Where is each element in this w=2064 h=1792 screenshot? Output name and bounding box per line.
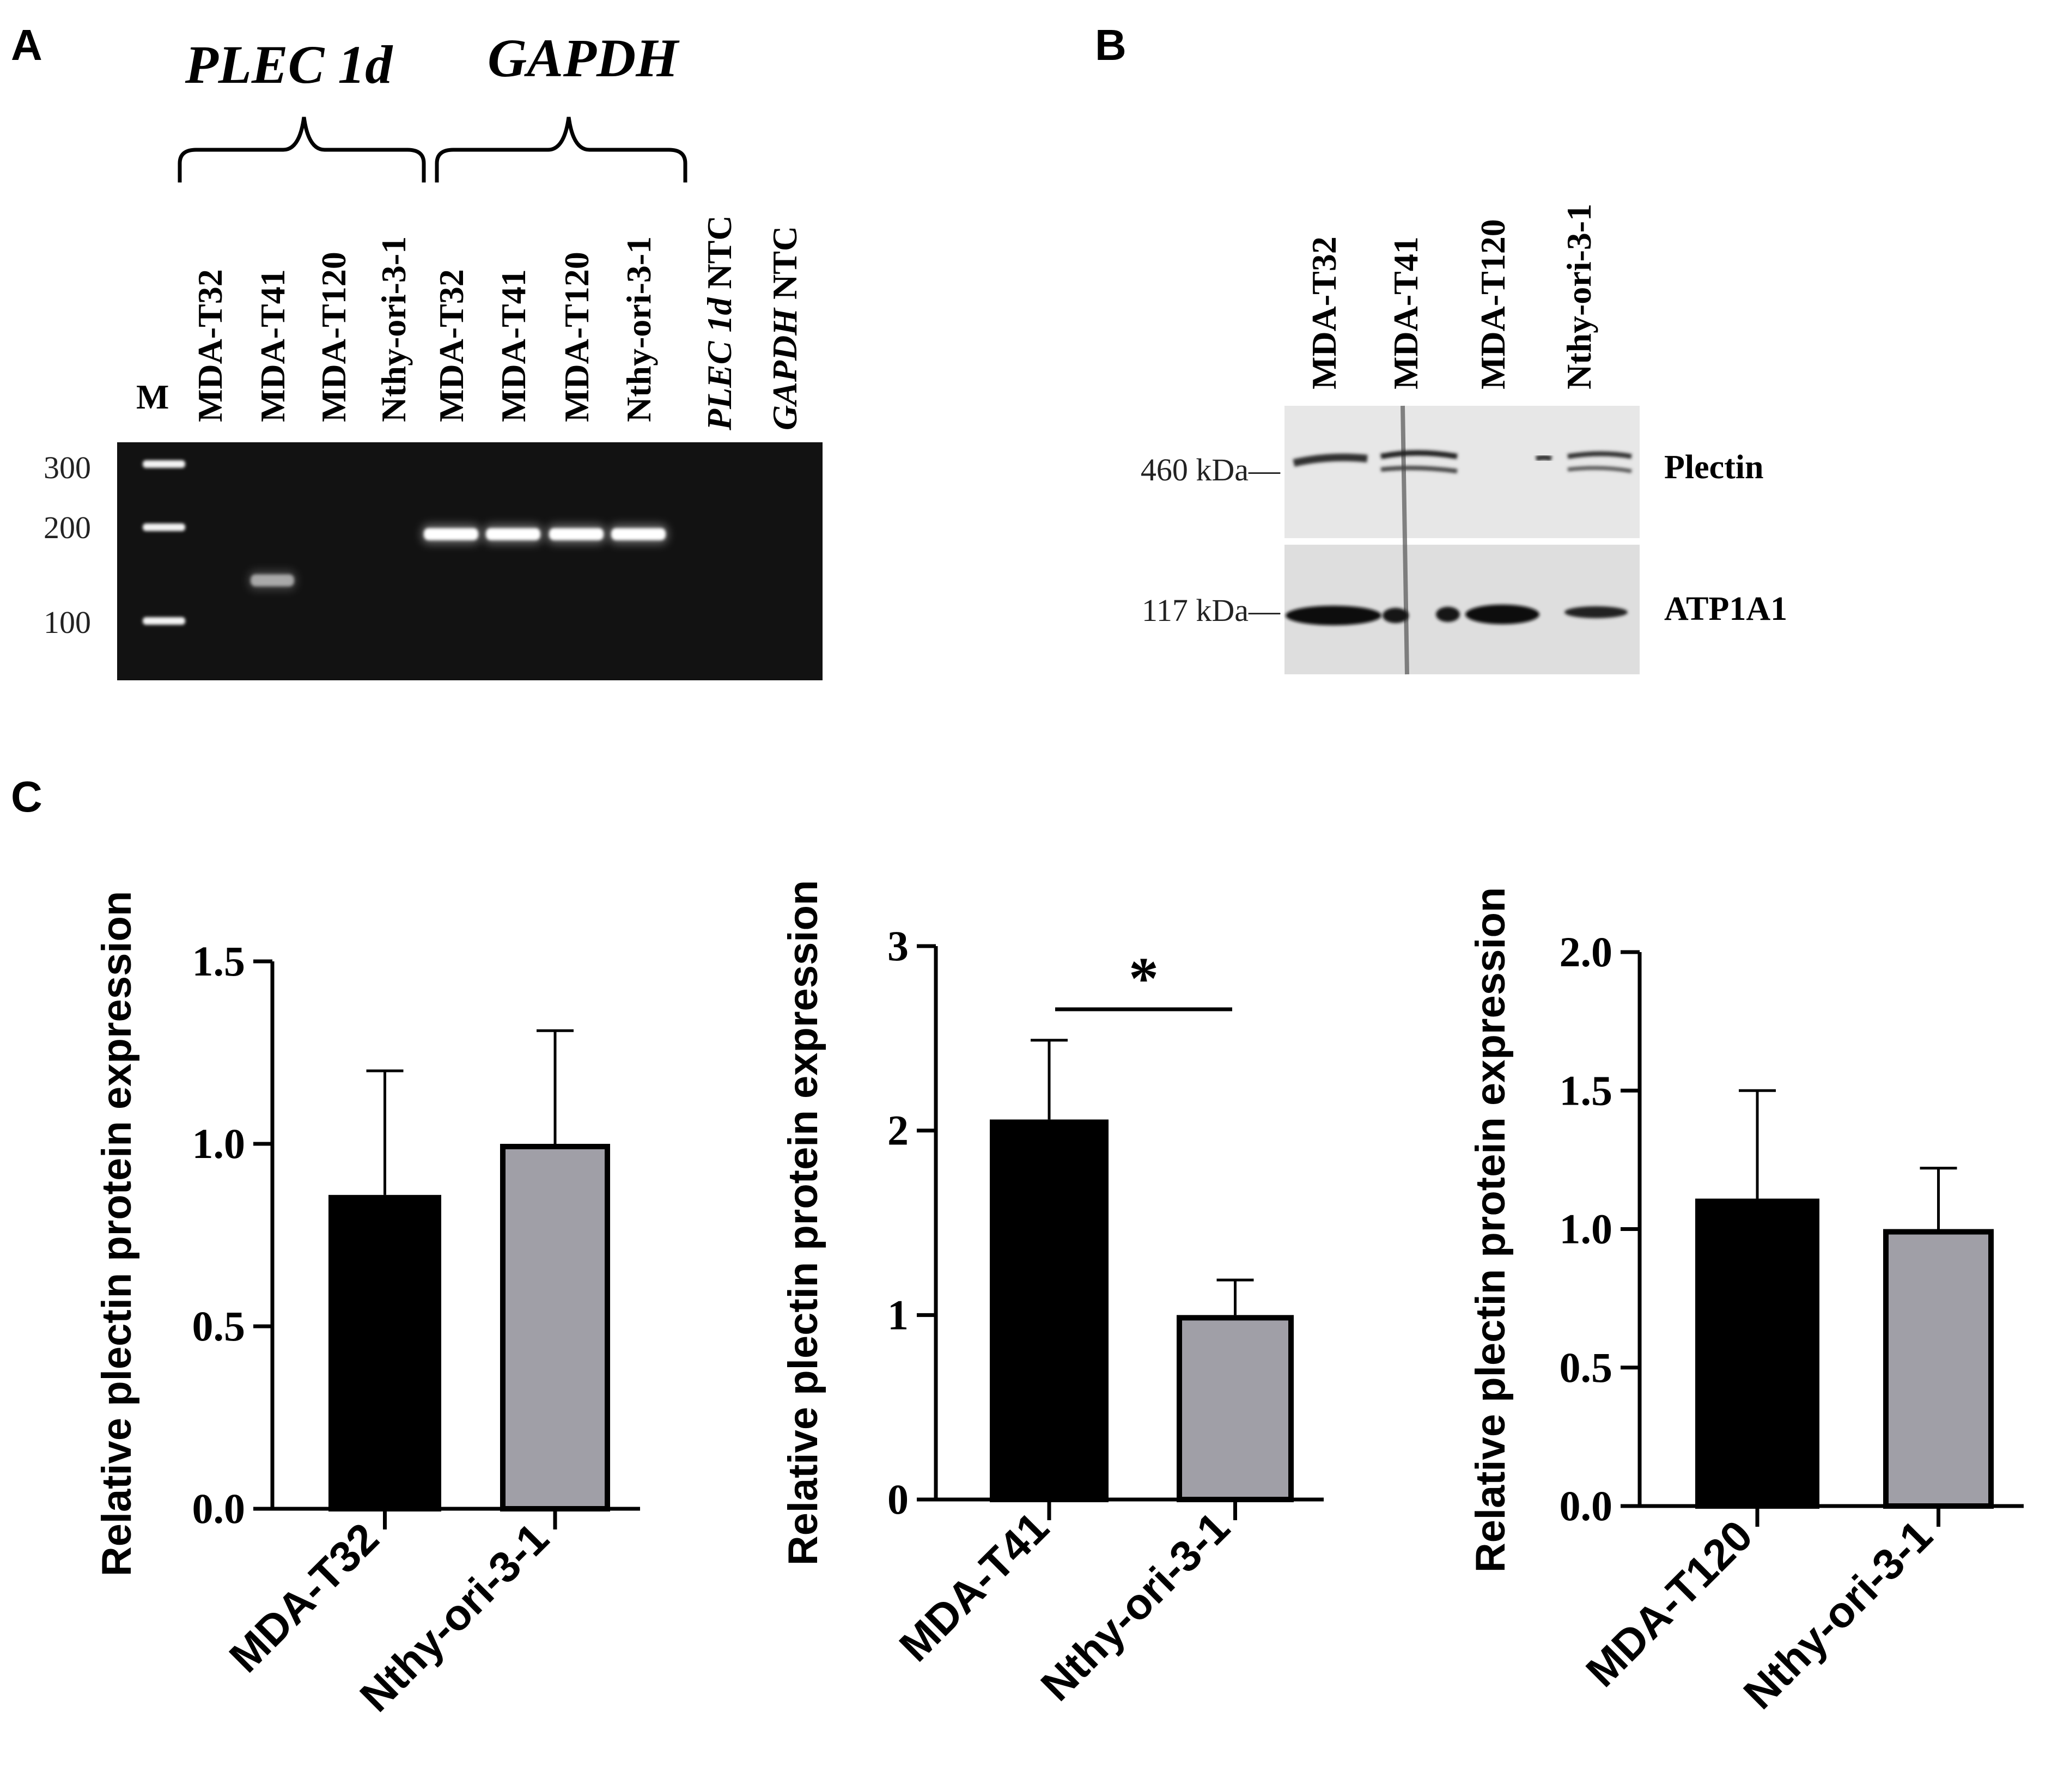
ladder-band <box>143 523 185 531</box>
blot-scratch <box>1401 405 1409 675</box>
plectin-band <box>1567 451 1632 459</box>
y-tick-label: 1.0 <box>192 1120 246 1167</box>
gel-band <box>611 528 666 540</box>
marker-label-100: 100 <box>44 605 91 640</box>
protein-label-atp1a1: ATP1A1 <box>1664 590 1787 627</box>
brace-gapdh <box>435 117 687 182</box>
panel-letter-c: C <box>11 772 42 821</box>
gel-ntc-label: GAPDH NTC <box>765 226 804 430</box>
plectin-band <box>1380 450 1458 459</box>
bar-chart-mda-t32: 0.0 0.5 1.0 1.5 Relative plectin protein exp… <box>94 891 640 1721</box>
category-label: MDA-T120 <box>1576 1511 1762 1696</box>
bar <box>328 1194 441 1512</box>
gel-lane-label: MDA-T120 <box>557 252 596 422</box>
blot-lane-label: Nthy-ori-3-1 <box>1560 204 1598 389</box>
atp1a1-band <box>1383 608 1409 623</box>
gel-lane-labels: MDA-T32 MDA-T41 MDA-T120 Nthy-ori-3-1 MDA-T3… <box>191 215 804 431</box>
y-tick-label: 0.0 <box>192 1485 246 1532</box>
y-tick-label: 0 <box>887 1476 909 1523</box>
y-tick-label: 0.5 <box>192 1302 246 1350</box>
plectin-band <box>1293 453 1368 467</box>
bar <box>1883 1229 1994 1509</box>
bar <box>500 1144 610 1511</box>
significance-marker: * <box>1129 945 1159 1011</box>
gel-marker-labels: 300 200 100 <box>44 450 91 640</box>
gel-band <box>424 528 478 540</box>
kda-label-atp1a1: 117 kDa— <box>1142 593 1281 628</box>
y-tick-label: 1 <box>887 1291 909 1338</box>
marker-label-300: 300 <box>44 450 91 485</box>
category-label: Nthy-ori-3-1 <box>1734 1511 1941 1718</box>
y-tick-label: 0.0 <box>1560 1482 1613 1529</box>
atp1a1-band <box>1286 606 1381 625</box>
atp1a1-band <box>1465 605 1539 624</box>
gel-lane-label: Nthy-ori-3-1 <box>619 236 658 422</box>
plectin-band <box>1535 455 1552 461</box>
gene-label-plec: PLEC 1d <box>185 34 394 95</box>
bar <box>990 1119 1109 1502</box>
atp1a1-band <box>1564 606 1628 618</box>
blot-lane-label: MDA-T41 <box>1386 236 1425 389</box>
y-tick-label: 0.5 <box>1560 1344 1613 1391</box>
gel-band <box>486 528 540 540</box>
plectin-bands <box>1293 450 1632 473</box>
panel-letter-a: A <box>11 21 42 69</box>
category-label: MDA-T41 <box>890 1503 1058 1671</box>
panel-a: A PLEC 1d GAPDH MDA-T32 MDA-T41 MDA-T120 Nt… <box>11 21 823 680</box>
y-tick-label: 1.5 <box>192 937 246 985</box>
category-label: MDA-T32 <box>220 1514 388 1681</box>
bar-chart-mda-t120: 0.0 0.5 1.0 1.5 2.0 Relative plectin protein … <box>1468 887 2024 1718</box>
blot-lane-label: MDA-T120 <box>1474 219 1512 389</box>
protein-label-plectin: Plectin <box>1664 449 1764 486</box>
brace-plec <box>178 117 426 182</box>
gel-lane-label: MDA-T120 <box>314 252 353 422</box>
kda-label-plectin: 460 kDa— <box>1141 452 1281 487</box>
y-axis-title: Relative plectin protein expression <box>1468 887 1514 1573</box>
plectin-band <box>1567 466 1632 473</box>
y-tick-label: 2.0 <box>1560 928 1613 976</box>
blot-lane-label: MDA-T32 <box>1305 236 1343 389</box>
gel-lane-label: MDA-T32 <box>191 269 229 422</box>
category-label: Nthy-ori-3-1 <box>1032 1503 1239 1710</box>
bar <box>1177 1315 1294 1502</box>
y-tick-label: 3 <box>887 922 909 970</box>
y-tick-label: 1.0 <box>1560 1205 1613 1253</box>
gel-ntc-label: PLEC 1d NTC <box>700 215 739 431</box>
marker-label-200: 200 <box>44 510 91 545</box>
plectin-band <box>1380 466 1458 473</box>
y-axis-title: Relative plectin protein expression <box>94 891 140 1577</box>
blot-lane-labels: MDA-T32 MDA-T41 MDA-T120 Nthy-ori-3-1 <box>1305 204 1598 389</box>
gel-lane-label: MDA-T32 <box>432 269 471 422</box>
gel-bands <box>248 524 668 590</box>
atp1a1-band <box>1436 607 1460 622</box>
gel-lane-label: MDA-T41 <box>494 269 533 422</box>
gel-image <box>117 442 823 680</box>
panel-b: B MDA-T32 MDA-T41 MDA-T120 Nthy-ori-3-1 460… <box>1095 21 1787 675</box>
ladder-band <box>143 617 185 625</box>
bar <box>1695 1198 1819 1509</box>
y-tick-label: 2 <box>887 1107 909 1154</box>
ladder-band <box>143 460 185 468</box>
blot-plectin-strip <box>1284 406 1640 538</box>
gel-band <box>251 574 294 587</box>
gel-ladder <box>143 460 185 625</box>
gel-band <box>549 528 604 540</box>
panel-c: C 0.0 0.5 1.0 1.5 Relative plectin protein e… <box>11 772 2024 1721</box>
gel-lane-label: MDA-T41 <box>253 269 292 422</box>
panel-letter-b: B <box>1095 21 1127 69</box>
bar-chart-mda-t41: 0 1 2 3 Relative plectin protein expression M… <box>780 880 1324 1710</box>
gel-lane-label: Nthy-ori-3-1 <box>374 236 413 422</box>
y-axis-title: Relative plectin protein expression <box>780 880 826 1566</box>
gene-label-gapdh: GAPDH <box>488 28 680 88</box>
y-tick-label: 1.5 <box>1560 1066 1613 1114</box>
atp1a1-bands <box>1286 605 1628 625</box>
marker-lane-label: M <box>136 377 169 416</box>
